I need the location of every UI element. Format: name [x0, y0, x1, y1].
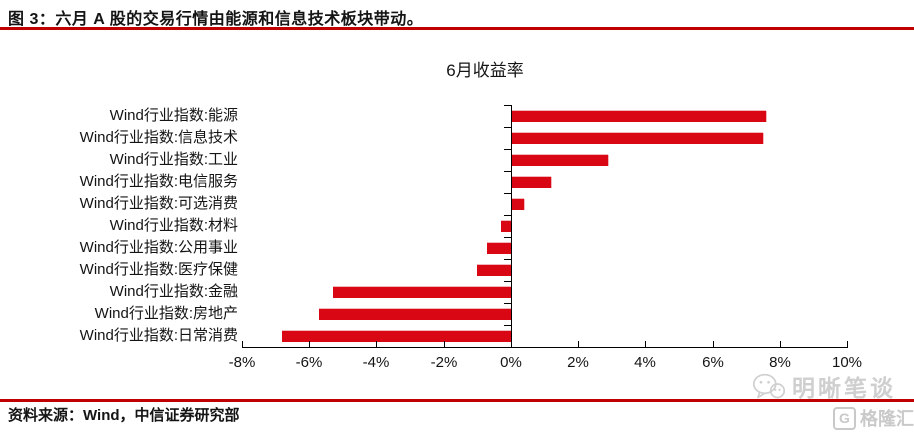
category-label: Wind行业指数:可选消费 [79, 195, 238, 212]
y-axis-tick [504, 281, 511, 282]
bar-Wind行业指数:公用事业 [487, 243, 511, 254]
x-axis-tick [780, 341, 781, 347]
x-axis-tick [847, 341, 848, 347]
bar-Wind行业指数:材料 [500, 221, 511, 232]
bar-Wind行业指数:能源 [510, 111, 767, 122]
bar-Wind行业指数:医疗保健 [477, 265, 511, 276]
category-label: Wind行业指数:金融 [109, 283, 238, 300]
x-axis-tick-label: 2% [567, 354, 589, 371]
x-axis-tick-label: 10% [831, 354, 863, 371]
source-note: 资料来源：Wind，中信证券研究部 [8, 407, 240, 424]
wechat-watermark-text: 明晰笔谈 [792, 375, 896, 401]
x-axis-line [242, 347, 848, 348]
y-axis-line [511, 105, 512, 347]
x-axis-tick [376, 341, 377, 347]
category-label: Wind行业指数:信息技术 [79, 129, 238, 146]
category-label: Wind行业指数:工业 [109, 151, 238, 168]
y-axis-tick [504, 303, 511, 304]
x-axis-tick [309, 341, 310, 347]
figure-title: 图 3：六月 A 股的交易行情由能源和信息技术板块带动。 [8, 11, 424, 28]
gelonghui-logo: G 格隆汇 [833, 405, 914, 431]
bar-Wind行业指数:工业 [510, 155, 609, 166]
x-axis-tick [645, 341, 646, 347]
y-axis-tick [504, 193, 511, 194]
y-axis-tick [504, 105, 511, 106]
x-axis-tick [578, 341, 579, 347]
category-label: Wind行业指数:医疗保健 [79, 261, 238, 278]
y-axis-tick [504, 171, 511, 172]
footer-rule [0, 399, 914, 402]
wechat-icon [752, 373, 786, 400]
bar-Wind行业指数:日常消费 [282, 331, 511, 342]
category-label: Wind行业指数:日常消费 [79, 327, 238, 344]
category-label: Wind行业指数:材料 [109, 217, 238, 234]
chart-title: 6月收益率 [446, 61, 524, 80]
category-label: Wind行业指数:房地产 [94, 305, 238, 322]
title-rule [0, 27, 914, 30]
bar-Wind行业指数:电信服务 [510, 177, 552, 188]
x-axis-tick [511, 341, 512, 347]
x-axis-tick-label: -8% [228, 354, 256, 371]
x-axis-tick-label: -6% [295, 354, 323, 371]
y-axis-tick [504, 149, 511, 150]
bar-Wind行业指数:金融 [332, 287, 511, 298]
y-axis-tick [504, 325, 511, 326]
y-axis-tick [504, 259, 511, 260]
y-axis-tick [504, 215, 511, 216]
gelonghui-logo-text: 格隆汇 [860, 409, 914, 429]
category-label: Wind行业指数:能源 [109, 107, 238, 124]
x-axis-tick-label: 4% [634, 354, 656, 371]
y-axis-tick [504, 237, 511, 238]
bar-Wind行业指数:可选消费 [510, 199, 525, 210]
x-axis-tick-label: -4% [362, 354, 390, 371]
x-axis-tick-label: 8% [769, 354, 791, 371]
category-label: Wind行业指数:电信服务 [79, 173, 238, 190]
wechat-watermark: 明晰笔谈 [752, 372, 896, 401]
x-axis-tick [242, 341, 243, 347]
x-axis-tick-label: -2% [430, 354, 458, 371]
category-label: Wind行业指数:公用事业 [79, 239, 238, 256]
bar-Wind行业指数:信息技术 [510, 133, 763, 144]
gelonghui-g-icon: G [833, 406, 856, 430]
x-axis-tick-label: 0% [500, 354, 522, 371]
y-axis-tick [504, 127, 511, 128]
x-axis-tick [713, 341, 714, 347]
x-axis-tick-label: 6% [702, 354, 724, 371]
bar-Wind行业指数:房地产 [319, 309, 511, 320]
x-axis-tick [444, 341, 445, 347]
